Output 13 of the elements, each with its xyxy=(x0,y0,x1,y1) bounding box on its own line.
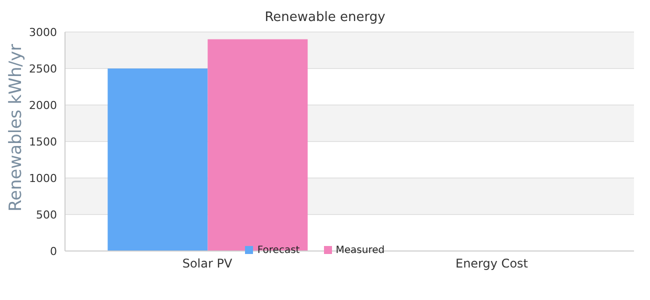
y-tick-label: 1000 xyxy=(29,172,57,185)
chart-title: Renewable energy xyxy=(264,10,386,25)
y-tick-label: 0 xyxy=(50,244,57,258)
y-tick-label: 1500 xyxy=(29,135,57,148)
legend-label: Measured xyxy=(336,245,385,256)
x-tick-label: Solar PV xyxy=(182,256,233,271)
y-tick-label: 3000 xyxy=(29,26,57,39)
y-tick-label: 2000 xyxy=(29,98,57,112)
y-tick-label: 2500 xyxy=(29,62,57,76)
y-tick-label: 500 xyxy=(36,208,57,222)
x-tick-label: Energy Cost xyxy=(455,256,528,271)
y-axis-title: Renewables kWh/yr xyxy=(6,44,26,212)
legend-label: Forecast xyxy=(257,245,300,256)
